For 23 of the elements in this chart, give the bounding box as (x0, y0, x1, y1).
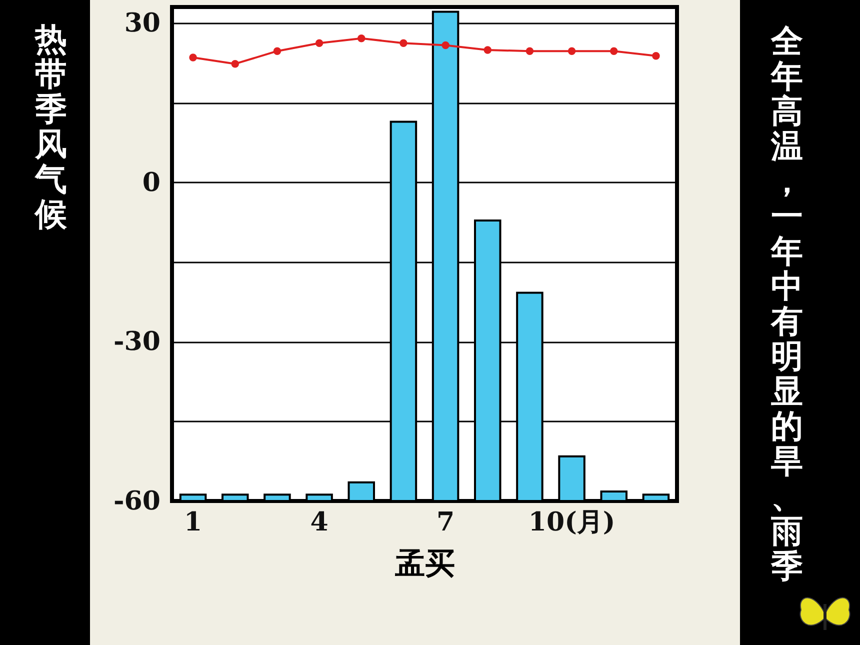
y-tick-label: -60 (114, 486, 160, 516)
point (400, 39, 408, 47)
y-tick-label: 30 (124, 8, 160, 38)
x-tick-label: 10(月) (528, 508, 616, 538)
point (189, 54, 197, 62)
y-tick-label: -30 (114, 327, 160, 358)
point (610, 47, 618, 55)
text: 热带季风气候 (34, 20, 68, 233)
x-tick-label: 7 (436, 508, 455, 538)
x-tick-label: 4 (310, 508, 328, 538)
point (568, 47, 576, 55)
y-tick-label: 0 (142, 168, 160, 198)
point (484, 46, 492, 54)
point (358, 34, 366, 42)
point (652, 52, 660, 60)
point (231, 60, 239, 68)
x-tick-label: 1 (184, 508, 202, 538)
point (273, 47, 282, 55)
x-axis-title: 孟买 (394, 546, 455, 582)
point (526, 47, 534, 55)
point (315, 39, 324, 47)
point (442, 41, 450, 50)
text: 全年高温，一年中有明显的旱、雨季 (771, 22, 803, 585)
